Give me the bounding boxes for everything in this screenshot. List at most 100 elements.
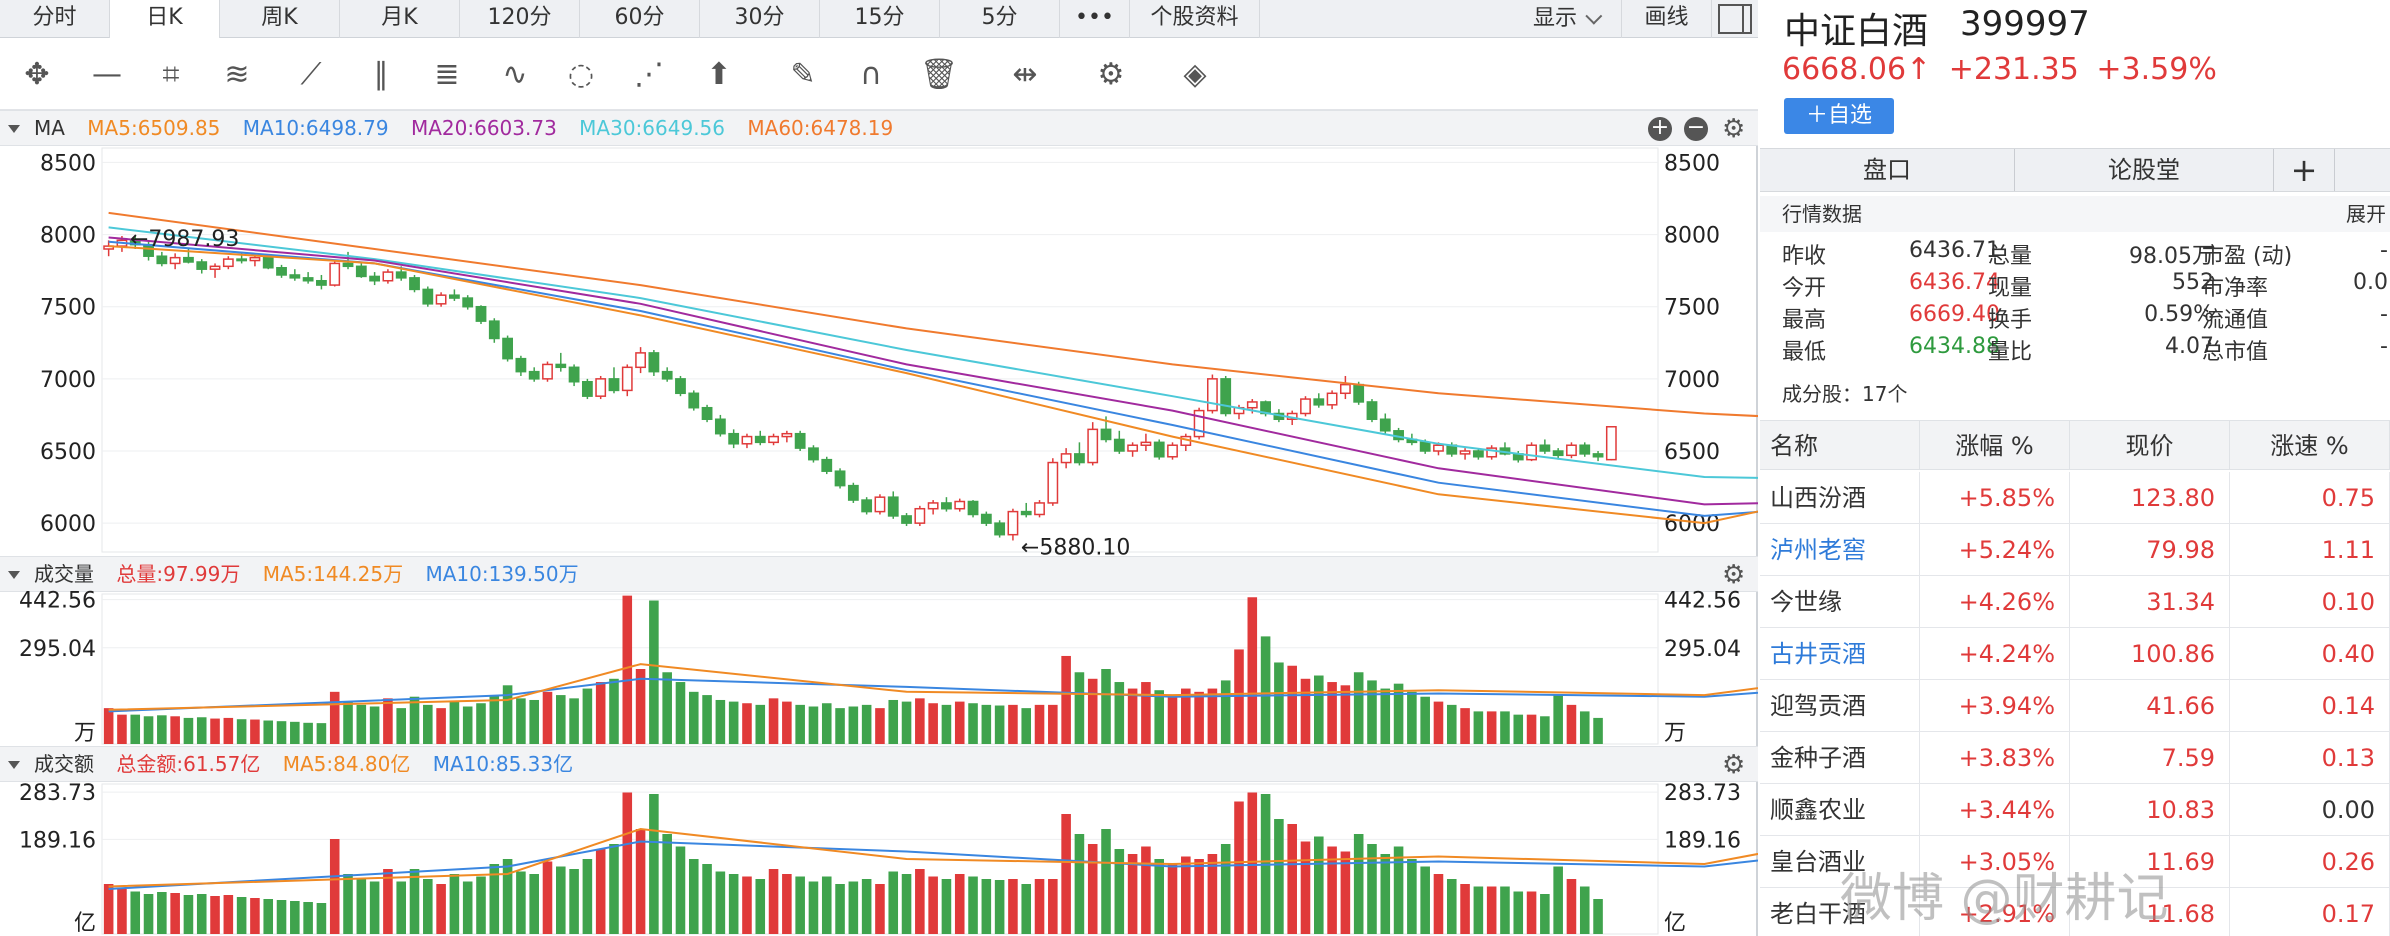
tab-6[interactable]: 30分 bbox=[700, 0, 820, 38]
volume-bar bbox=[1407, 691, 1417, 744]
table-row[interactable]: 顺鑫农业 +3.44% 10.83 0.00 bbox=[1760, 784, 2390, 836]
arrow-up-icon[interactable]: ⬆ bbox=[706, 57, 732, 92]
tab-9[interactable]: ••• bbox=[1060, 0, 1130, 38]
crop-tool-icon[interactable]: ⌗ bbox=[162, 57, 180, 92]
volume-bar bbox=[1247, 597, 1258, 744]
amount-bar bbox=[1008, 879, 1018, 934]
fibonacci-icon[interactable]: ≣ bbox=[434, 57, 460, 92]
table-row[interactable]: 迎驾贡酒 +3.94% 41.66 0.14 bbox=[1760, 680, 2390, 732]
quote-key: 最低 bbox=[1782, 340, 1827, 365]
table-row[interactable]: 皇台酒业 +3.05% 11.69 0.26 bbox=[1760, 836, 2390, 888]
table-row[interactable]: 金种子酒 +3.83% 7.59 0.13 bbox=[1760, 732, 2390, 784]
collapse-icon[interactable] bbox=[8, 570, 20, 579]
tab-pankou[interactable]: 盘口 bbox=[1760, 149, 2014, 191]
trash-icon[interactable]: 🗑 bbox=[920, 57, 959, 92]
table-row[interactable]: 今世缘 +4.26% 31.34 0.10 bbox=[1760, 576, 2390, 628]
table-row[interactable]: 老白干酒 +2.91% 11.68 0.17 bbox=[1760, 888, 2390, 936]
stock-code: 399997 bbox=[1960, 4, 2090, 44]
line-tool-icon[interactable]: — bbox=[92, 57, 122, 92]
ruler-tool-icon[interactable]: ⟋ bbox=[300, 57, 322, 92]
volume-bar bbox=[157, 715, 167, 744]
price-cell: 41.66 bbox=[2070, 680, 2230, 732]
tab-3[interactable]: 月K bbox=[340, 0, 460, 38]
table-header[interactable]: 名称 bbox=[1760, 420, 1920, 470]
magnet-icon[interactable]: ∩ bbox=[860, 57, 882, 92]
parallel-lines-icon[interactable]: ∥ bbox=[373, 57, 389, 92]
tab-0[interactable]: 分时 bbox=[0, 0, 110, 38]
display-menu[interactable]: 显示 bbox=[1509, 0, 1622, 38]
table-header[interactable]: 涨速 % bbox=[2230, 420, 2390, 470]
draw-line-button[interactable]: 画线 bbox=[1622, 0, 1712, 38]
tab-add[interactable]: + bbox=[2290, 151, 2318, 189]
ma20-legend: MA20:6603.73 bbox=[410, 116, 557, 140]
amount-bar bbox=[1407, 859, 1417, 934]
table-header[interactable]: 涨幅 % bbox=[1920, 420, 2070, 470]
add-watchlist-button[interactable]: ＋自选 bbox=[1784, 98, 1894, 134]
panel-toggle-icon[interactable] bbox=[1718, 4, 1752, 34]
volume-bar bbox=[795, 704, 805, 744]
candle-body bbox=[1366, 401, 1378, 421]
amount-settings-icon[interactable]: ⚙ bbox=[1722, 750, 1746, 780]
settings-icon[interactable]: ⚙ bbox=[1097, 57, 1125, 92]
volume-bar bbox=[476, 703, 486, 744]
gann-tool-icon[interactable]: ⋰ bbox=[634, 57, 664, 92]
circle-tool-icon[interactable]: ◌ bbox=[567, 57, 595, 92]
tab-2[interactable]: 周K bbox=[220, 0, 340, 38]
speed-cell: 0.10 bbox=[2230, 576, 2390, 628]
tab-8[interactable]: 5分 bbox=[940, 0, 1060, 38]
volume-bar bbox=[928, 703, 938, 744]
candle-body bbox=[183, 256, 194, 263]
volume-settings-icon[interactable]: ⚙ bbox=[1722, 560, 1746, 590]
wave-tool-icon[interactable]: ∿ bbox=[502, 57, 528, 92]
eraser-icon[interactable]: ✎ bbox=[790, 57, 816, 92]
amount-tick-left: 283.73 bbox=[19, 781, 96, 806]
ma-settings-icon[interactable]: ⚙ bbox=[1722, 114, 1746, 144]
collapse-icon[interactable] bbox=[8, 760, 20, 769]
layers-icon[interactable]: ◈ bbox=[1183, 57, 1207, 92]
candle-body bbox=[409, 277, 420, 291]
amount-bar bbox=[715, 871, 726, 934]
volume-bar bbox=[303, 722, 313, 744]
table-row[interactable]: 泸州老窖 +5.24% 79.98 1.11 bbox=[1760, 524, 2390, 576]
amount-bar bbox=[968, 876, 978, 934]
fan-tool-icon[interactable]: ≋ bbox=[224, 57, 250, 92]
candle-body bbox=[941, 502, 952, 510]
period-tabs: 分时 日K 周K 月K 120分 60分 30分 15分 5分 ••• 个股资料 显示 画线 bbox=[0, 0, 1758, 38]
candle-body bbox=[927, 502, 939, 510]
candle-body bbox=[808, 447, 819, 461]
table-row[interactable]: 古井贡酒 +4.24% 100.86 0.40 bbox=[1760, 628, 2390, 680]
ma10-legend: MA10:6498.79 bbox=[242, 116, 389, 140]
tab-7[interactable]: 15分 bbox=[820, 0, 940, 38]
tab-10[interactable]: 个股资料 bbox=[1130, 0, 1260, 38]
crosshair-move-icon[interactable]: ✥ bbox=[24, 57, 50, 92]
expand-link[interactable]: 展开 bbox=[2346, 202, 2386, 226]
remove-indicator-icon[interactable]: − bbox=[1684, 117, 1708, 141]
candle-body bbox=[1300, 398, 1311, 415]
volume-bar bbox=[516, 698, 526, 744]
candle-body bbox=[901, 515, 912, 524]
amount-legend: 成交额 总金额:61.57亿 MA5:84.80亿 MA10:85.33亿 ⚙ bbox=[0, 746, 1758, 782]
table-header[interactable]: 现价 bbox=[2070, 420, 2230, 470]
ma5-legend: MA5:6509.85 bbox=[87, 116, 221, 140]
collapse-icon[interactable] bbox=[8, 124, 20, 133]
candle-body bbox=[781, 432, 793, 438]
price-line: 6668.06↑ +231.35 +3.59% bbox=[1782, 52, 2225, 87]
candle-body bbox=[475, 305, 487, 322]
tab-4[interactable]: 120分 bbox=[460, 0, 580, 38]
stock-name-cell: 山西汾酒 bbox=[1760, 472, 1920, 524]
tab-1[interactable]: 日K bbox=[110, 0, 220, 38]
volume-bar bbox=[1220, 680, 1231, 744]
table-row[interactable]: 山西汾酒 +5.85% 123.80 0.75 bbox=[1760, 472, 2390, 524]
quote-key: 市净率 bbox=[2202, 276, 2269, 301]
candle-body bbox=[422, 288, 434, 305]
tab-5[interactable]: 60分 bbox=[580, 0, 700, 38]
tab-forum[interactable]: 论股堂 bbox=[2108, 156, 2180, 184]
add-indicator-icon[interactable]: + bbox=[1648, 117, 1672, 141]
chart-area[interactable]: 分时 日K 周K 月K 120分 60分 30分 15分 5分 ••• 个股资料 显示 画线 ✥ — ⌗… bbox=[0, 0, 1758, 936]
amount-bar bbox=[1486, 886, 1497, 934]
split-icon[interactable]: ⇹ bbox=[1012, 57, 1038, 92]
candle-body bbox=[1579, 444, 1591, 455]
amount-bar bbox=[1247, 792, 1258, 934]
volume-bar bbox=[768, 698, 779, 744]
